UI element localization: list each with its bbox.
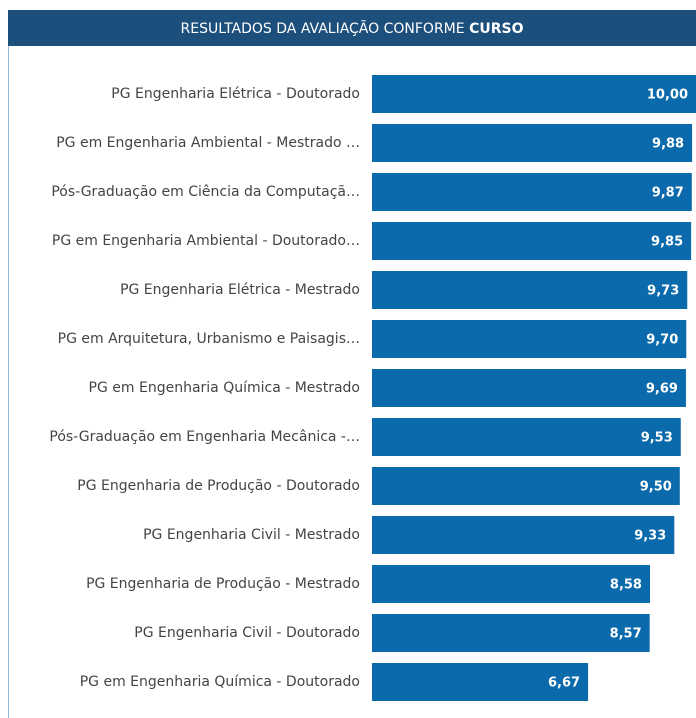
bar bbox=[372, 124, 693, 162]
bar bbox=[372, 565, 650, 603]
value-label: 9,33 bbox=[634, 529, 666, 544]
category-label: PG Engenharia Civil - Mestrado bbox=[143, 527, 360, 543]
category-label: PG Engenharia de Produção - Mestrado bbox=[86, 576, 360, 592]
value-label: 9,53 bbox=[641, 431, 673, 446]
category-label: PG em Arquitetura, Urbanismo e Paisagis… bbox=[58, 331, 360, 347]
bar bbox=[372, 271, 688, 309]
bar bbox=[372, 467, 680, 505]
value-label: 9,85 bbox=[651, 235, 683, 250]
category-label: Pós-Graduação em Ciência da Computaçã… bbox=[51, 184, 360, 200]
category-label: PG Engenharia Elétrica - Doutorado bbox=[111, 86, 360, 102]
title-text: RESULTADOS DA AVALIAÇÃO CONFORME bbox=[181, 20, 465, 37]
bar bbox=[372, 173, 692, 211]
bar bbox=[372, 75, 696, 113]
category-label: PG Engenharia Civil - Doutorado bbox=[134, 625, 360, 641]
category-label: Pós-Graduação em Engenharia Mecânica -… bbox=[49, 429, 360, 445]
category-label: PG em Engenharia Química - Mestrado bbox=[89, 380, 360, 396]
bar bbox=[372, 320, 687, 358]
category-label: PG em Engenharia Ambiental - Doutorado… bbox=[52, 233, 360, 249]
bar bbox=[372, 369, 686, 407]
bar bbox=[372, 222, 692, 260]
bar bbox=[372, 516, 675, 554]
category-label: PG Engenharia de Produção - Doutorado bbox=[77, 478, 360, 494]
category-label: PG em Engenharia Química - Doutorado bbox=[80, 674, 360, 690]
category-label: PG em Engenharia Ambiental - Mestrado … bbox=[56, 135, 360, 151]
value-label: 6,67 bbox=[548, 676, 580, 691]
bar bbox=[372, 418, 681, 456]
value-label: 8,58 bbox=[610, 578, 642, 593]
chart-title: RESULTADOS DA AVALIAÇÃO CONFORME CURSO bbox=[181, 20, 524, 37]
value-label: 9,73 bbox=[647, 284, 679, 299]
value-label: 9,70 bbox=[646, 333, 678, 348]
value-label: 9,50 bbox=[640, 480, 672, 495]
bar bbox=[372, 663, 589, 701]
header bbox=[8, 10, 696, 46]
value-label: 8,57 bbox=[610, 627, 642, 642]
value-label: 9,69 bbox=[646, 382, 678, 397]
value-label: 9,88 bbox=[652, 137, 684, 152]
value-label: 9,87 bbox=[652, 186, 684, 201]
bar bbox=[372, 614, 650, 652]
category-label: PG Engenharia Elétrica - Mestrado bbox=[120, 282, 360, 298]
title-bold: CURSO bbox=[469, 21, 524, 37]
value-label: 10,00 bbox=[647, 88, 688, 103]
